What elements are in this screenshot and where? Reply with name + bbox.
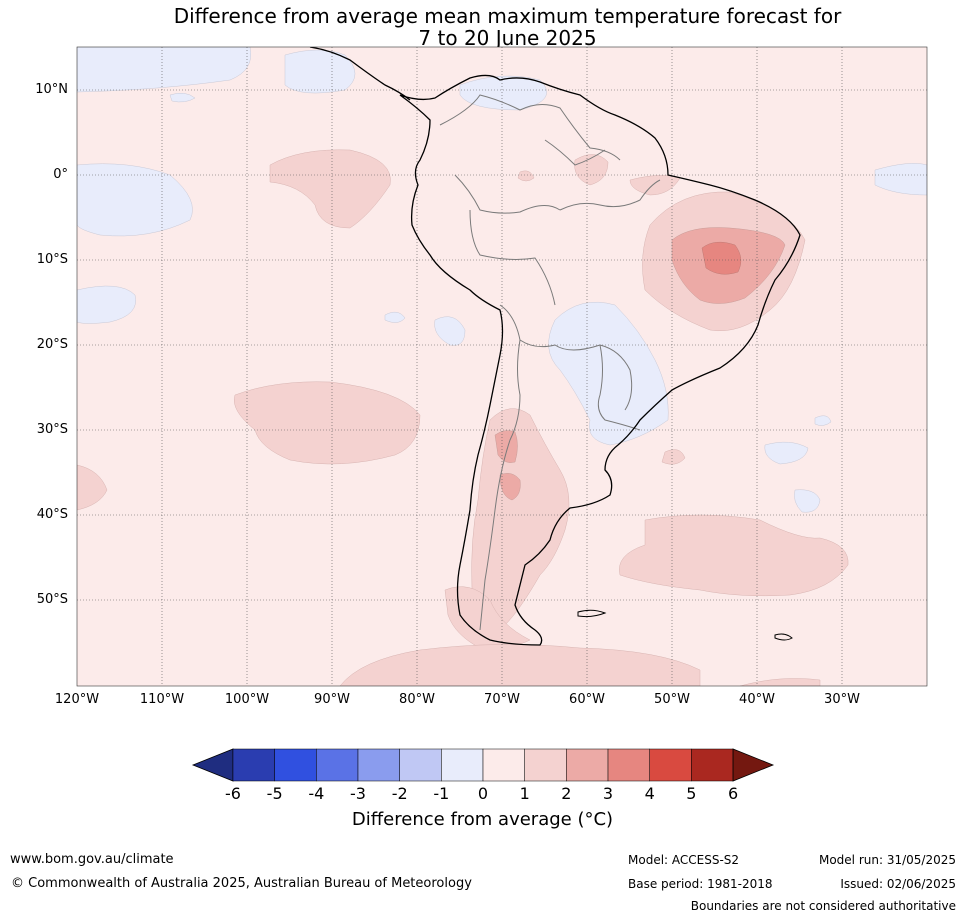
anomaly-below-average (284, 49, 356, 94)
map-title: Difference from average mean maximum tem… (0, 5, 965, 49)
lon-label: 110°W (139, 692, 185, 707)
lat-label: 50°S (36, 592, 68, 607)
colorbar-swatch (316, 748, 359, 782)
island (577, 609, 607, 618)
colorbar-swatch (274, 748, 317, 782)
colorbar-tick-label: 5 (686, 784, 697, 803)
colorbar (191, 748, 775, 782)
lon-label: 60°W (569, 692, 605, 707)
colorbar-max-arrow (732, 748, 775, 782)
colorbar-label: Difference from average (°C) (351, 809, 614, 830)
colorbar-swatch (691, 748, 734, 782)
lat-label: 10°S (36, 252, 68, 267)
base-period: Base period: 1981-2018 (628, 877, 773, 891)
lon-label: 80°W (399, 692, 435, 707)
colorbar-swatch (357, 748, 400, 782)
colorbar-swatch (566, 748, 609, 782)
colorbar-tick-label: -2 (391, 784, 408, 803)
colorbar-swatch (441, 748, 484, 782)
anomaly-above-average (444, 586, 531, 649)
colorbar-tick-label: -5 (266, 784, 283, 803)
anomaly-below-average (794, 489, 821, 513)
colorbar-tick-label: 4 (644, 784, 655, 803)
anomaly-below-average (169, 92, 196, 103)
colorbar-tick-label: 0 (477, 784, 489, 803)
map-frame (76, 46, 928, 687)
colorbar-tick-label: 1 (519, 784, 530, 803)
lon-label: 50°W (654, 692, 690, 707)
model-name: Model: ACCESS-S2 (628, 853, 740, 867)
anomaly-below-average (874, 163, 927, 196)
lat-label: 10°N (35, 82, 68, 97)
lon-label: 120°W (54, 692, 100, 707)
anomaly-above-average (77, 464, 108, 511)
anomaly-above-average (629, 175, 681, 196)
colorbar-tick-label: -6 (225, 784, 241, 803)
lon-label: 90°W (314, 692, 350, 707)
boundaries-disclaimer: Boundaries are not considered authoritat… (690, 899, 956, 913)
anomaly-below-average (434, 316, 466, 346)
anomaly-above-average (233, 381, 421, 465)
anomaly-above-average (471, 408, 570, 626)
colorbar-tick-label: -1 (433, 784, 450, 803)
colorbar-tick-label: -3 (350, 784, 366, 803)
anomaly-above-average (619, 514, 849, 597)
title-line-2: 7 to 20 June 2025 (418, 26, 597, 50)
lat-label: 30°S (36, 422, 68, 437)
lon-label: 40°W (739, 692, 775, 707)
country-borders (439, 94, 661, 631)
anomaly-above-average (269, 149, 391, 229)
anomaly-below-average (814, 415, 832, 426)
colorbar-tick-label: 6 (727, 784, 739, 803)
anomaly-above-average (499, 473, 521, 501)
colorbar-tick-label: 2 (561, 784, 572, 803)
issued-date: Issued: 02/06/2025 (840, 877, 956, 891)
lon-label: 70°W (484, 692, 520, 707)
model-run: Model run: 31/05/2025 (818, 853, 956, 867)
anomaly-below-average (459, 75, 547, 111)
colorbar-swatch (607, 748, 650, 782)
lat-label: 0° (53, 167, 68, 182)
copyright-text: © Commonwealth of Australia 2025, Austra… (11, 876, 472, 891)
title-line-1: Difference from average mean maximum tem… (173, 4, 842, 28)
anomaly-below-average (77, 47, 252, 93)
colorbar-swatch (524, 748, 567, 782)
colorbar-tick-label: -4 (308, 784, 325, 803)
colorbar-swatch (482, 748, 525, 782)
anomaly-above-average (661, 449, 686, 465)
coastline-central-america (309, 47, 411, 101)
lat-label: 40°S (36, 507, 68, 522)
website-link[interactable]: www.bom.gov.au/climate (10, 852, 174, 867)
lat-label: 20°S (36, 337, 68, 352)
colorbar-tick-label: 3 (602, 784, 614, 803)
lon-label: 100°W (224, 692, 270, 707)
colorbar-swatch (649, 748, 692, 782)
coastline-south-america (399, 74, 801, 646)
anomaly-above-average (701, 241, 742, 275)
colorbar-swatch (399, 748, 442, 782)
anomaly-above-average (739, 678, 821, 686)
colorbar-min-arrow (191, 748, 234, 782)
anomaly-below-average (77, 163, 193, 237)
anomaly-below-average (764, 441, 809, 465)
anomaly-below-average (77, 285, 136, 324)
anomaly-above-average (517, 170, 535, 182)
anomaly-below-average (548, 301, 669, 446)
graticule (77, 47, 927, 686)
anomaly-below-average (384, 311, 406, 323)
lon-label: 30°W (824, 692, 860, 707)
island (774, 633, 793, 641)
colorbar-swatch (232, 748, 275, 782)
